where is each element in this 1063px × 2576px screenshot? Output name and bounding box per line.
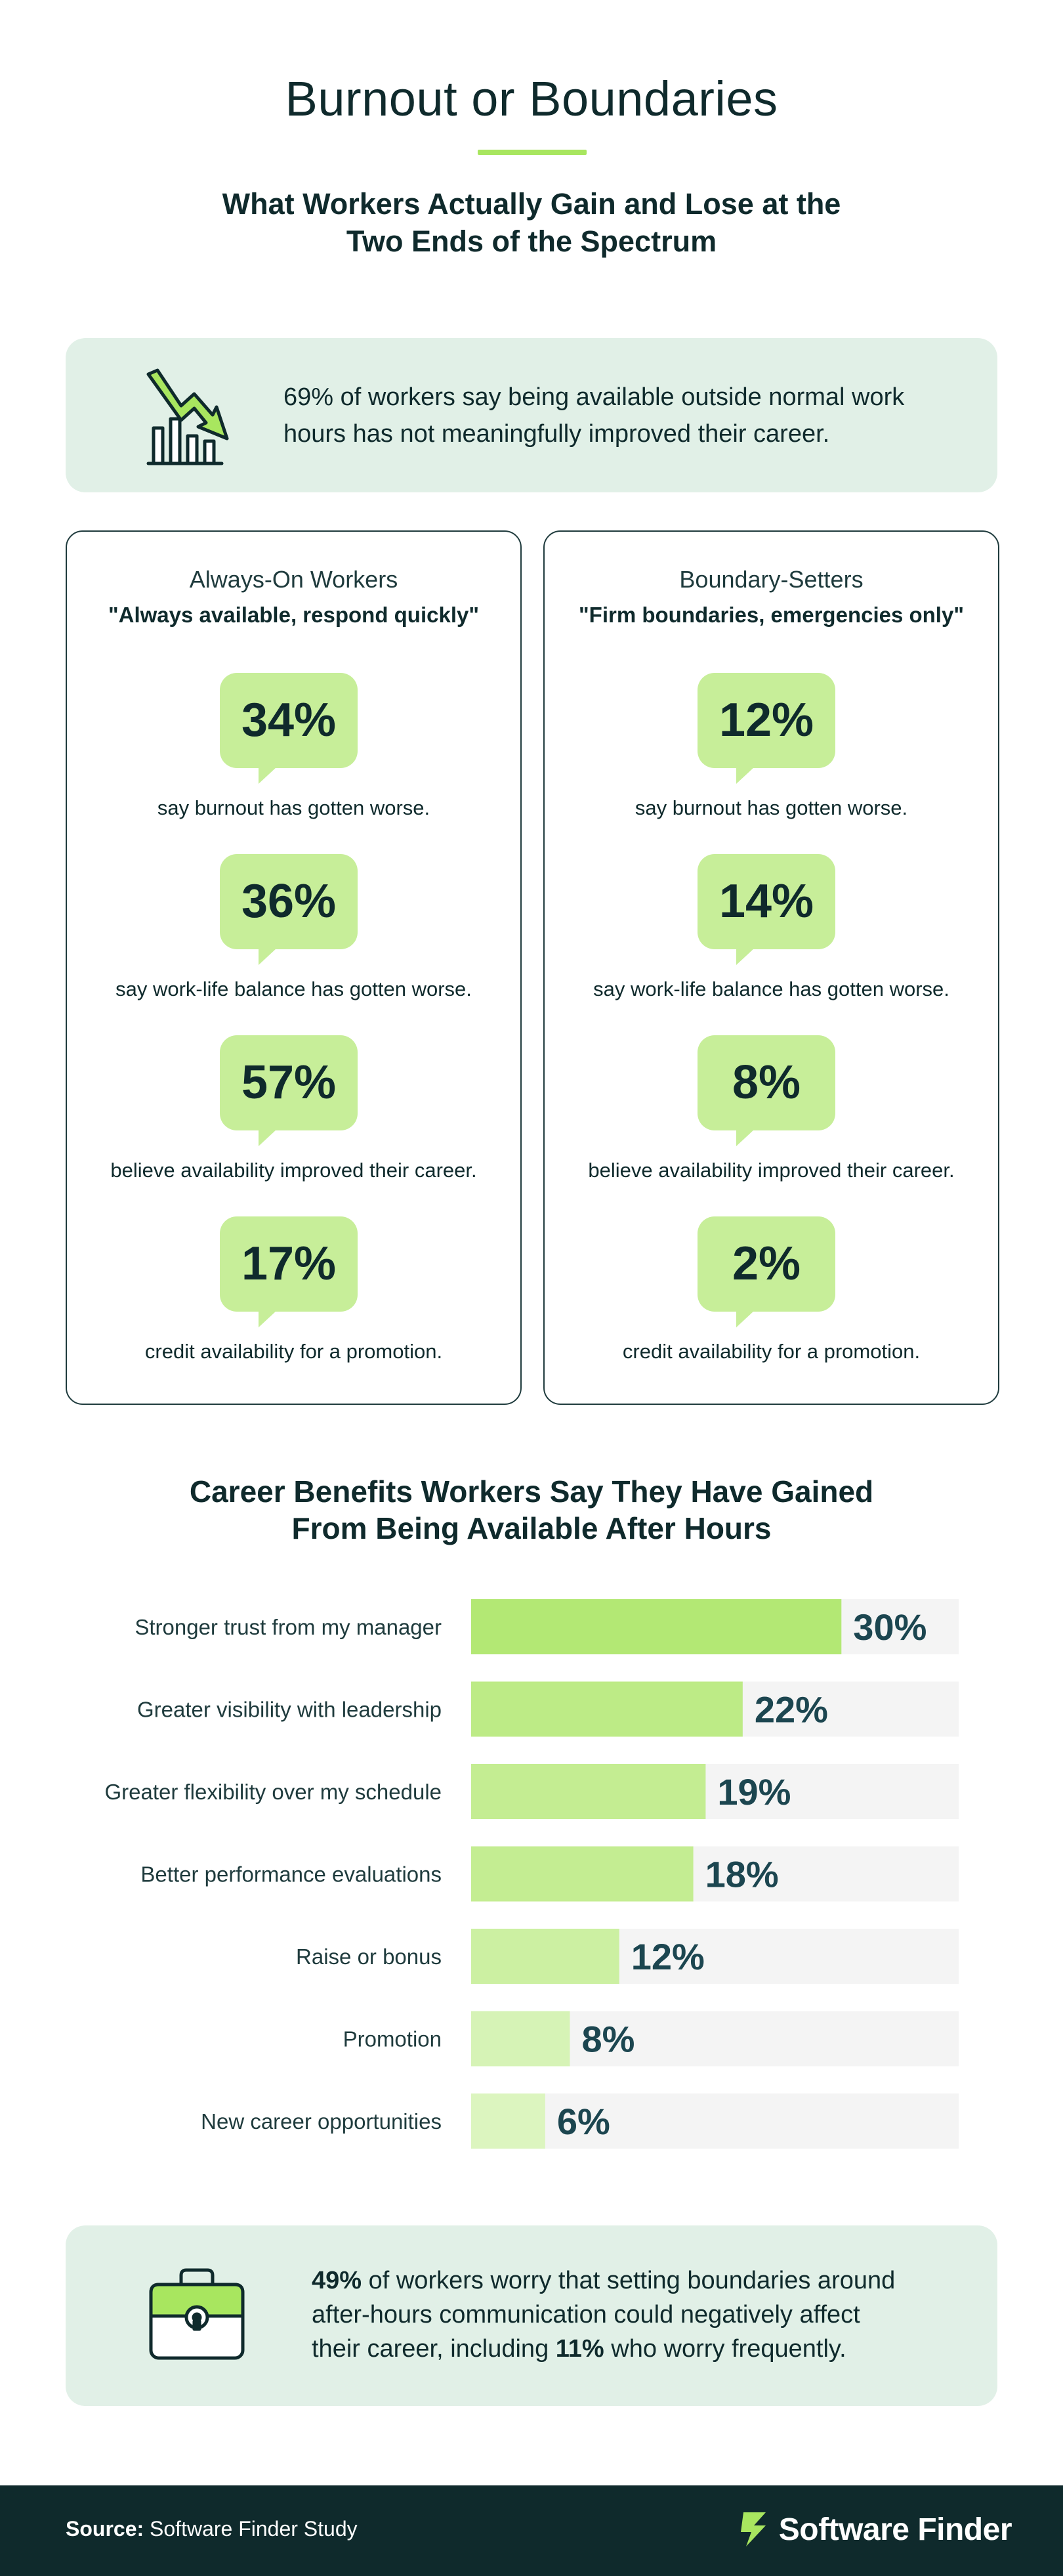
category-label: Raise or bonus — [296, 1944, 442, 1969]
brand-logo: Software Finder — [740, 2506, 1012, 2552]
stat-value: 12% — [698, 673, 835, 768]
stat-career: 8% believe availability improved their c… — [545, 1035, 998, 1193]
bar — [471, 1846, 694, 1902]
category-label: New career opportunities — [201, 2109, 442, 2134]
bottom-callout-line-3: their career, including 11% who worry fr… — [312, 2332, 942, 2366]
bar — [471, 1681, 743, 1737]
stat-burnout: 12% say burnout has gotten worse. — [545, 673, 998, 830]
stat-caption: believe availability improved their care… — [110, 1159, 477, 1182]
value-label: 19% — [717, 1771, 791, 1813]
bar — [471, 1764, 706, 1819]
value-label: 12% — [631, 1936, 705, 1977]
chart-title: Career Benefits Workers Say They Have Ga… — [151, 1473, 912, 1547]
bottom-callout-text: 49% of workers worry that setting bounda… — [312, 2264, 942, 2366]
category-label: Greater visibility with leadership — [137, 1698, 442, 1722]
stat-promotion: 2% credit availability for a promotion. — [545, 1216, 998, 1374]
page-title: Burnout or Boundaries — [285, 72, 778, 126]
stat-caption: say burnout has gotten worse. — [635, 796, 908, 819]
value-label: 18% — [705, 1854, 779, 1895]
bar-row: Promotion 8% — [343, 2011, 959, 2067]
bottom-callout-line-2: after-hours communication could negative… — [312, 2301, 860, 2329]
category-label: Stronger trust from my manager — [135, 1615, 442, 1639]
value-label: 6% — [557, 2101, 610, 2142]
stat-value: 17% — [220, 1216, 358, 1312]
chart-title-line-2: From Being Available After Hours — [291, 1511, 772, 1545]
stat-value: 34% — [220, 673, 358, 768]
bubble-tail — [259, 767, 277, 784]
stat-value: 8% — [698, 1035, 835, 1130]
card-title: Boundary-Setters — [679, 566, 864, 593]
stat-promotion: 17% credit availability for a promotion. — [67, 1216, 520, 1374]
subtitle-line-1: What Workers Actually Gain and Lose at t… — [222, 187, 841, 221]
stat-caption: say burnout has gotten worse. — [157, 796, 430, 819]
line-1-rest: of workers worry that setting boundaries… — [362, 2267, 896, 2294]
line-3-pre: their career, including — [312, 2335, 556, 2363]
bar-row: Raise or bonus 12% — [296, 1929, 959, 1984]
bar — [471, 1599, 842, 1654]
bar-track — [471, 2093, 959, 2149]
stat-caption: say work-life balance has gotten worse. — [593, 977, 949, 1000]
chart-title-line-1: Career Benefits Workers Say They Have Ga… — [189, 1474, 874, 1509]
category-label: Promotion — [343, 2027, 442, 2051]
footer: Source: Software Finder Study Software F… — [0, 2485, 1063, 2576]
source-note: Source: Software Finder Study — [66, 2517, 358, 2541]
bubble-tail — [259, 1129, 277, 1146]
boundary-setters-card: Boundary-Setters "Firm boundaries, emerg… — [543, 530, 999, 1405]
value-label: 22% — [755, 1689, 828, 1730]
chart-down-arrow-icon — [146, 368, 229, 465]
bar-row: Stronger trust from my manager 30% — [135, 1599, 959, 1654]
bubble-tail — [259, 1310, 277, 1327]
value-label: 8% — [581, 2019, 635, 2060]
top-callout: 69% of workers say being available outsi… — [66, 338, 997, 492]
stat-value: 2% — [698, 1216, 835, 1312]
stat-value: 14% — [698, 854, 835, 949]
stat-burnout: 34% say burnout has gotten worse. — [67, 673, 520, 830]
bar-row: Greater visibility with leadership 22% — [137, 1681, 959, 1737]
bar — [471, 2011, 570, 2067]
stat-value: 57% — [220, 1035, 358, 1130]
stat-caption: credit availability for a promotion. — [144, 1340, 443, 1363]
stat-caption: say work-life balance has gotten worse. — [115, 977, 472, 1000]
bar — [471, 2093, 545, 2149]
line-3-post: who worry frequently. — [604, 2335, 846, 2363]
top-callout-line-1: 69% of workers say being available outsi… — [283, 383, 905, 411]
always-on-card: Always-On Workers "Always available, res… — [66, 530, 522, 1405]
bubble-tail — [736, 767, 755, 784]
card-title: Always-On Workers — [189, 566, 398, 593]
bubble-tail — [736, 1129, 755, 1146]
highlight-49: 49% — [312, 2267, 362, 2294]
software-finder-logo-icon — [740, 2512, 766, 2546]
bubble-tail — [736, 1310, 755, 1327]
stat-caption: believe availability improved their care… — [588, 1159, 955, 1182]
stat-career: 57% believe availability improved their … — [67, 1035, 520, 1193]
title-underline — [478, 150, 587, 155]
bar — [471, 1929, 619, 1984]
stat-value: 36% — [220, 854, 358, 949]
stat-work-life: 14% say work-life balance has gotten wor… — [545, 854, 998, 1012]
source-text: Software Finder Study — [144, 2517, 358, 2541]
page-subtitle: What Workers Actually Gain and Lose at t… — [197, 185, 866, 260]
value-label: 30% — [853, 1606, 927, 1648]
category-label: Better performance evaluations — [140, 1862, 442, 1887]
card-quote: "Firm boundaries, emergencies only" — [579, 603, 964, 627]
source-label: Source: — [66, 2517, 144, 2541]
bottom-callout: 49% of workers worry that setting bounda… — [66, 2225, 997, 2406]
subtitle-line-2: Two Ends of the Spectrum — [346, 225, 717, 258]
career-benefits-bar-chart: Stronger trust from my manager 30% Greater… — [104, 1599, 959, 2149]
bar-row: New career opportunities 6% — [201, 2093, 959, 2149]
category-label: Greater flexibility over my schedule — [104, 1780, 442, 1804]
top-callout-text: 69% of workers say being available outsi… — [283, 379, 940, 452]
card-quote: "Always available, respond quickly" — [108, 603, 479, 627]
brand-name: Software Finder — [778, 2512, 1012, 2547]
bar-row: Greater flexibility over my schedule 19% — [104, 1764, 959, 1819]
bar-row: Better performance evaluations 18% — [140, 1846, 959, 1902]
briefcase-lock-icon — [149, 2268, 245, 2360]
top-callout-line-2: hours has not meaningfully improved thei… — [283, 420, 830, 448]
bubble-tail — [259, 948, 277, 965]
stat-caption: credit availability for a promotion. — [622, 1340, 921, 1363]
bottom-callout-line-1: 49% of workers worry that setting bounda… — [312, 2264, 942, 2298]
bubble-tail — [736, 948, 755, 965]
highlight-11: 11% — [555, 2335, 604, 2363]
stat-work-life: 36% say work-life balance has gotten wor… — [67, 854, 520, 1012]
